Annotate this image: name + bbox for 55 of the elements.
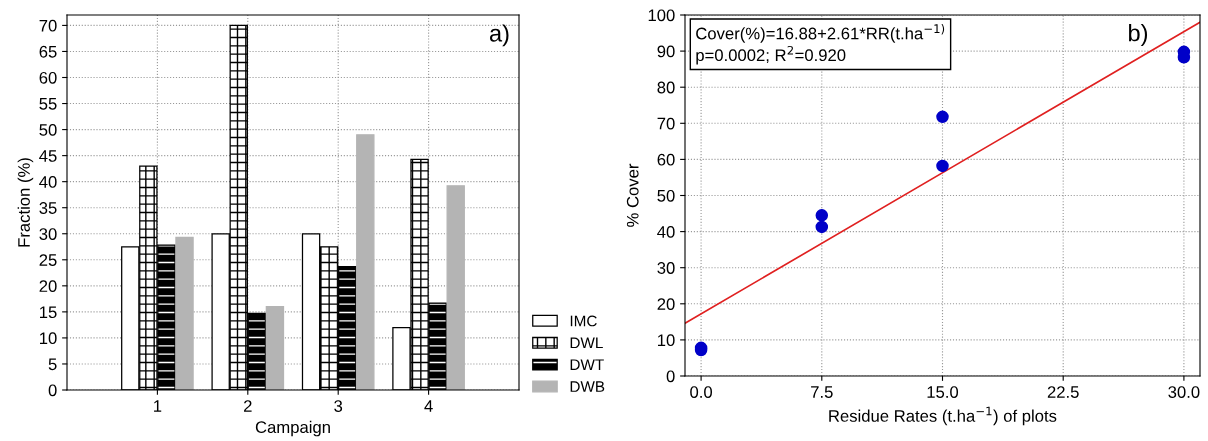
y-tick-label: 65 xyxy=(39,45,57,58)
legend-label: DWL xyxy=(570,337,603,349)
bar xyxy=(265,306,285,390)
annotation: b) xyxy=(1129,24,1148,47)
x-tick-label: 3 xyxy=(334,400,343,412)
y-tick-label: 0 xyxy=(666,370,675,383)
x-tick-label: 1 xyxy=(154,400,162,412)
x-tick-label: 15.0 xyxy=(927,386,959,398)
y-tick-label: 60 xyxy=(657,153,675,166)
point xyxy=(936,110,949,124)
x-tick-label: 0.0 xyxy=(690,386,713,398)
y-tick-label: 40 xyxy=(657,226,675,238)
x-tick-label: 30.0 xyxy=(1168,386,1200,398)
annotation: Cover(%)=16.88+2.61*RR(t.ha$^{−1)}$ xyxy=(696,24,945,43)
y-tick-label: 50 xyxy=(39,123,57,136)
y-tick-label: 20 xyxy=(39,280,57,293)
legend-label: DWB xyxy=(570,381,605,392)
point xyxy=(936,159,949,173)
y-tick-label: 80 xyxy=(657,81,675,94)
x-axis-title: Campaign xyxy=(255,420,330,437)
y-tick-label: 20 xyxy=(657,298,675,310)
y-tick-label: 50 xyxy=(657,189,675,202)
x-tick-label: 2 xyxy=(244,400,252,412)
y-tick-label: 40 xyxy=(39,176,57,188)
y-tick-label: 100 xyxy=(648,9,675,22)
y-tick-label: 45 xyxy=(39,150,57,162)
point xyxy=(815,209,829,222)
annotation: p=0.0002; R$^{2}$=0.920 xyxy=(696,45,846,65)
x-tick-label: 22.5 xyxy=(1047,386,1079,398)
y-tick-label: 35 xyxy=(39,202,57,214)
y-tick-label: 15 xyxy=(40,306,57,319)
y-tick-label: 55 xyxy=(39,98,57,110)
bar xyxy=(356,134,375,390)
x-axis-title: Residue Rates (t.ha$^{−1}$) of plots xyxy=(829,406,1057,426)
y-tick-label: 5 xyxy=(48,358,57,371)
legend-label: IMC xyxy=(570,315,597,327)
y-tick-label: 10 xyxy=(658,334,675,347)
y-tick-label: 25 xyxy=(39,254,57,266)
x-tick-label: 7.5 xyxy=(811,386,833,398)
y-axis-title: Fraction (%) xyxy=(17,158,34,247)
bar xyxy=(175,236,194,390)
annotation: a) xyxy=(489,24,509,47)
y-axis-title: % Cover xyxy=(626,163,639,227)
y-tick-label: 0 xyxy=(48,384,57,397)
x-tick-label: 4 xyxy=(424,400,433,412)
y-tick-label: 90 xyxy=(657,45,675,58)
point xyxy=(815,220,829,234)
bar xyxy=(446,185,465,390)
y-tick-label: 60 xyxy=(39,71,57,84)
y-tick-label: 70 xyxy=(657,117,675,130)
y-tick-label: 30 xyxy=(657,262,675,274)
y-tick-label: 10 xyxy=(40,332,57,345)
y-tick-label: 30 xyxy=(39,228,57,240)
y-tick-label: 70 xyxy=(39,19,57,32)
legend-label: DWT xyxy=(570,359,604,370)
